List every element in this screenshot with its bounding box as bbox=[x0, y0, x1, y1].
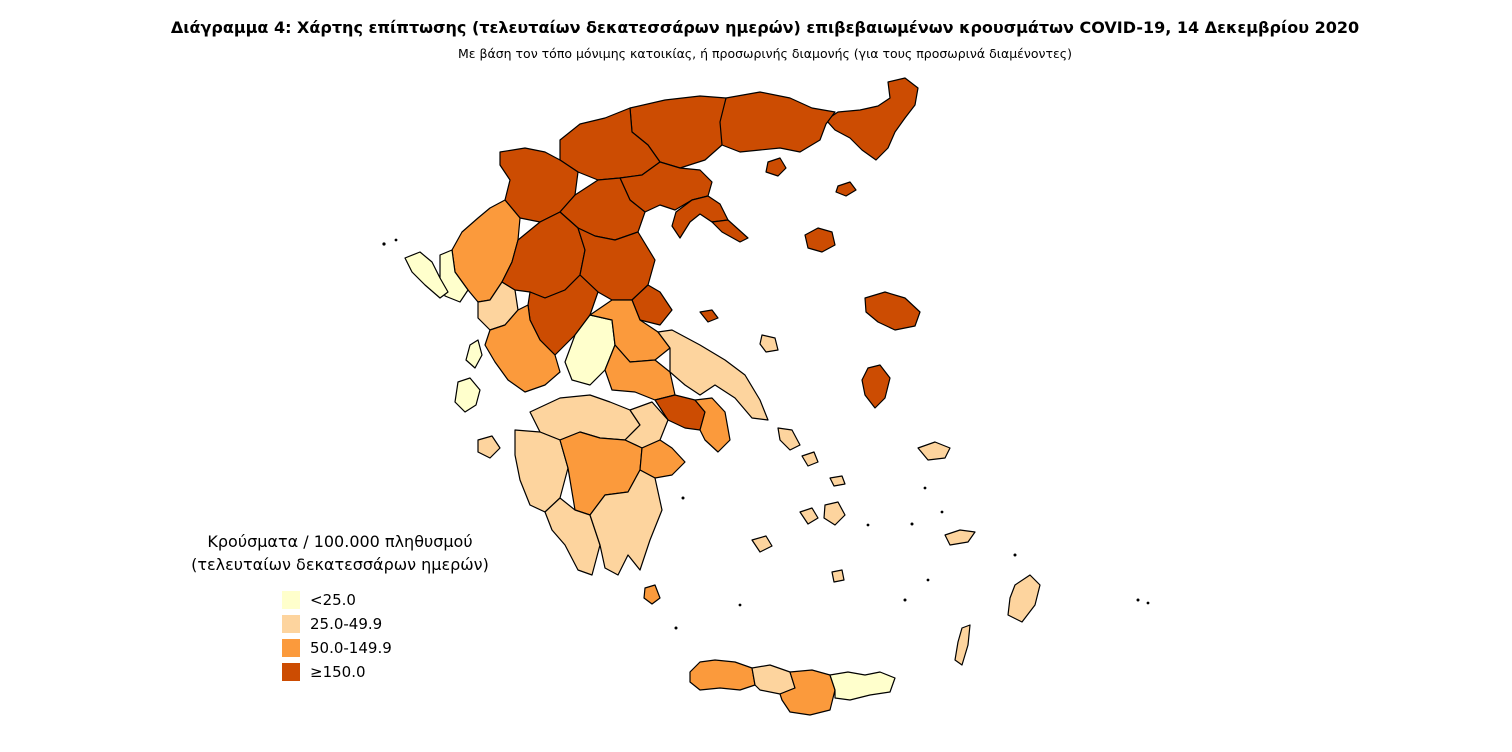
region-chania bbox=[689, 659, 756, 691]
chart-title: Διάγραμμα 4: Χάρτης επίπτωσης (τελευταίω… bbox=[170, 18, 1360, 37]
region-santorini bbox=[831, 569, 845, 583]
region-andros bbox=[777, 427, 801, 451]
region-mykonos bbox=[829, 475, 846, 487]
region-paros bbox=[799, 507, 819, 525]
region-lakonia bbox=[589, 469, 663, 576]
small-islets bbox=[382, 238, 1150, 630]
region-corfu bbox=[404, 251, 449, 299]
region-skiathos bbox=[699, 309, 719, 323]
legend-item-50-149: 50.0-149.9 bbox=[282, 638, 392, 658]
region-thrace-east bbox=[825, 77, 919, 161]
region-thrace-west bbox=[717, 91, 836, 153]
legend-item-25-49: 25.0-49.9 bbox=[282, 614, 382, 634]
legend-title-line1: Κρούσματα / 100.000 πληθυσμού bbox=[207, 532, 473, 551]
region-chalkidiki-athos bbox=[711, 219, 749, 243]
legend-title-line2: (τελευταίων δεκατεσσάρων ημερών) bbox=[191, 555, 489, 574]
region-rethymno bbox=[751, 664, 796, 695]
region-skopelos bbox=[759, 334, 779, 353]
legend-item-lt25: <25.0 bbox=[282, 590, 356, 610]
region-lesvos bbox=[864, 291, 921, 331]
legend-label: 50.0-149.9 bbox=[310, 639, 392, 657]
legend-label: <25.0 bbox=[310, 591, 356, 609]
region-lefkada bbox=[465, 339, 483, 369]
region-tinos bbox=[801, 451, 819, 467]
legend-label: 25.0-49.9 bbox=[310, 615, 383, 633]
region-rhodes bbox=[1007, 574, 1041, 623]
region-samothraki bbox=[835, 181, 857, 197]
region-naxos bbox=[823, 501, 846, 526]
region-thasos bbox=[765, 157, 787, 177]
region-attica-east bbox=[694, 397, 731, 453]
legend-swatch bbox=[282, 615, 300, 633]
legend-swatch bbox=[282, 591, 300, 609]
region-chalkidiki bbox=[671, 195, 729, 239]
region-samos bbox=[917, 441, 951, 461]
region-heraklion bbox=[779, 669, 836, 716]
region-kythira bbox=[643, 584, 661, 605]
region-milos bbox=[751, 535, 773, 553]
region-evia bbox=[657, 329, 769, 421]
region-kefalonia bbox=[454, 377, 481, 413]
region-lasithi bbox=[829, 671, 896, 701]
region-karpathos bbox=[954, 624, 971, 666]
region-messinia bbox=[544, 497, 601, 576]
region-limnos bbox=[804, 227, 836, 253]
legend-label: ≥150.0 bbox=[310, 663, 366, 681]
legend-swatch bbox=[282, 663, 300, 681]
region-zakynthos bbox=[477, 435, 501, 459]
region-aitoloakarnania bbox=[484, 304, 561, 393]
region-kos bbox=[944, 529, 976, 546]
region-chios bbox=[861, 364, 891, 409]
legend-item-gte150: ≥150.0 bbox=[282, 662, 366, 682]
chart-subtitle: Με βάση τον τόπο μόνιμης κατοικίας, ή πρ… bbox=[457, 46, 1073, 61]
legend-swatch bbox=[282, 639, 300, 657]
region-argolida bbox=[639, 439, 686, 479]
